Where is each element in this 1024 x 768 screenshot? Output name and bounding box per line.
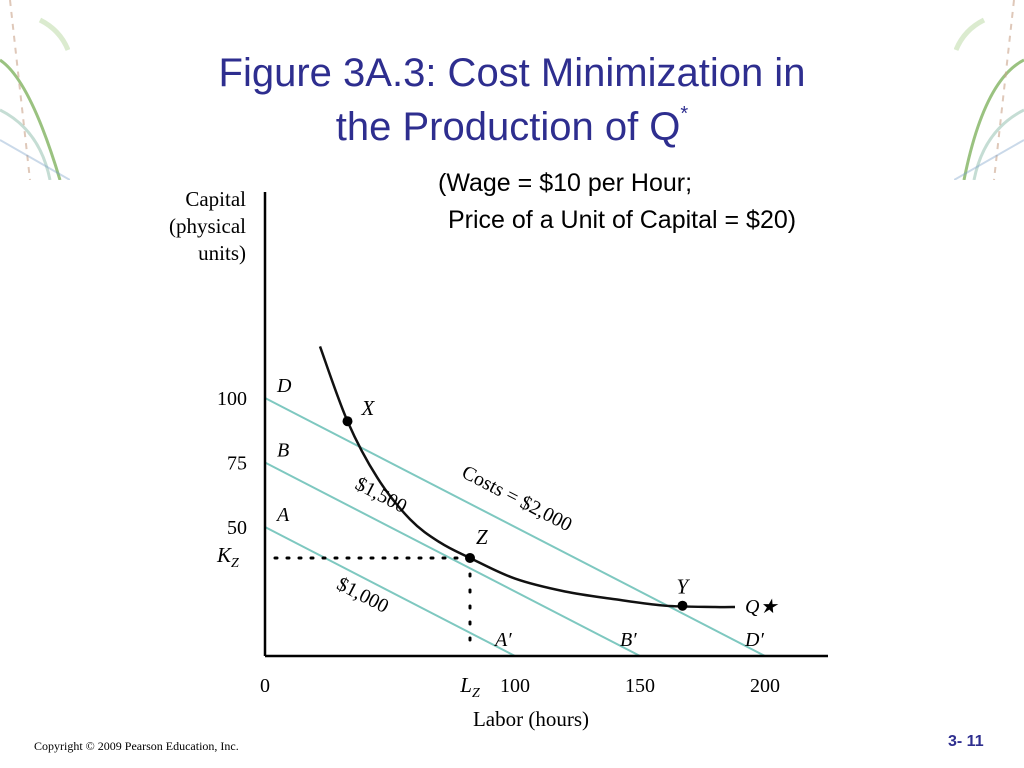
point-y [677,600,688,611]
isocost-start-label: A [275,504,290,526]
y-axis-label-line: Capital [185,187,246,211]
isocost-end-label: B′ [620,629,637,651]
y-tick-label: 75 [227,453,247,475]
isocost-end-label: A′ [493,629,512,651]
y-axis-label-line: (physical [169,214,246,238]
point-label-y: Y [677,575,691,599]
title-line-2: the Production of Q [335,105,681,149]
isoquant-curve [318,345,736,609]
point-x [342,416,353,427]
isocost-start-label: B [277,440,289,462]
price-note: (Wage = $10 per Hour; Price of a Unit of… [438,165,796,239]
isocost-start-label: D [276,375,292,397]
isocost-line-2 [264,461,641,657]
isocost-cost-label: $1,000 [333,573,392,618]
y-tick-label: 50 [227,517,247,539]
lz-label: LZ [459,673,480,701]
kz-label: KZ [216,543,239,571]
x-tick-label: 0 [260,675,270,697]
page-number: 3- 11 [948,733,984,750]
decorative-leaf-left [0,0,70,180]
x-axis-label: Labor (hours) [473,707,589,731]
x-tick-label: 100 [500,675,530,697]
isocost-line-3 [264,397,766,657]
point-z [465,552,475,563]
isoquant-label: Q★ [745,596,778,618]
decorative-leaf-right [954,0,1024,180]
y-axis-label-line: units) [198,241,246,265]
copyright-text: Copyright © 2009 Pearson Education, Inc. [34,739,239,753]
isocost-line-1 [264,526,516,657]
slide-title: Figure 3A.3: Cost Minimization in the Pr… [0,46,1024,161]
point-label-z: Z [476,525,488,549]
x-tick-label: 150 [625,675,655,697]
title-superscript: * [680,103,689,125]
title-line-1: Figure 3A.3: Cost Minimization in [218,51,806,95]
point-label-x: X [361,396,376,420]
isocost-end-label: D′ [744,629,764,651]
x-tick-label: 200 [750,675,780,697]
price-note-line-2: Price of a Unit of Capital = $20) [448,206,797,234]
y-tick-label: 100 [217,388,247,410]
price-note-line-1: (Wage = $10 per Hour; [438,169,693,197]
